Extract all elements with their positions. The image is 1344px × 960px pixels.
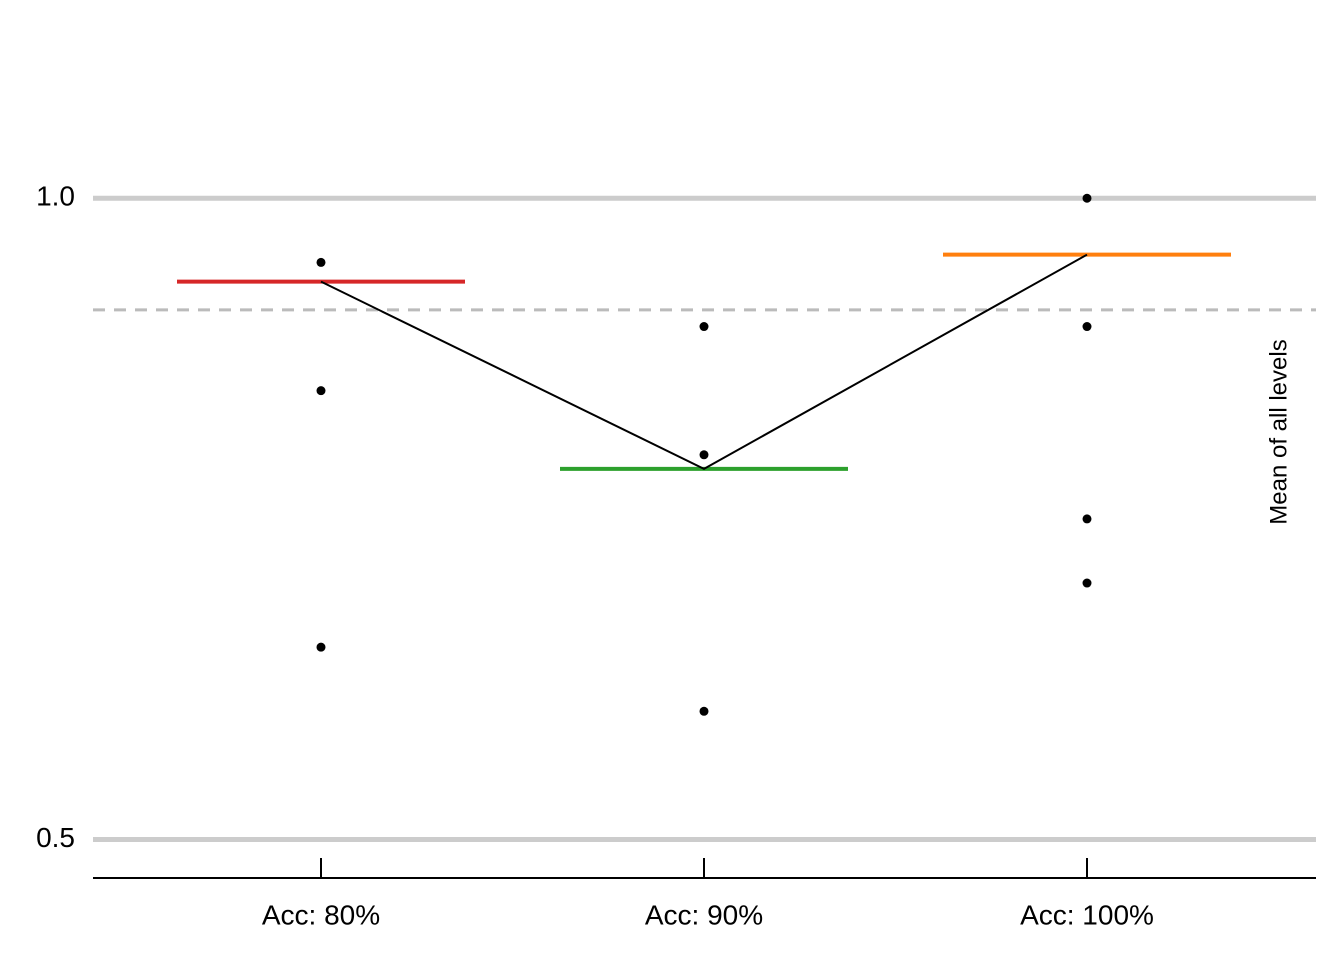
data-point: [1082, 322, 1092, 332]
data-point: [1082, 193, 1092, 203]
overall-mean-label: Mean of all levels: [1265, 339, 1292, 524]
data-point: [699, 322, 709, 332]
data-point: [1082, 578, 1092, 588]
x-tick-label: Acc: 100%: [1020, 899, 1154, 930]
data-point: [699, 450, 709, 460]
data-point: [316, 386, 326, 396]
y-tick-label: 0.5: [36, 822, 75, 853]
x-tick-label: Acc: 90%: [645, 899, 763, 930]
y-tick-label: 1.0: [36, 181, 75, 212]
x-tick-label: Acc: 80%: [262, 899, 380, 930]
data-point: [1082, 514, 1092, 524]
data-point: [699, 706, 709, 716]
data-point: [316, 257, 326, 267]
data-point: [316, 642, 326, 652]
mean-connector: [320, 253, 1088, 470]
